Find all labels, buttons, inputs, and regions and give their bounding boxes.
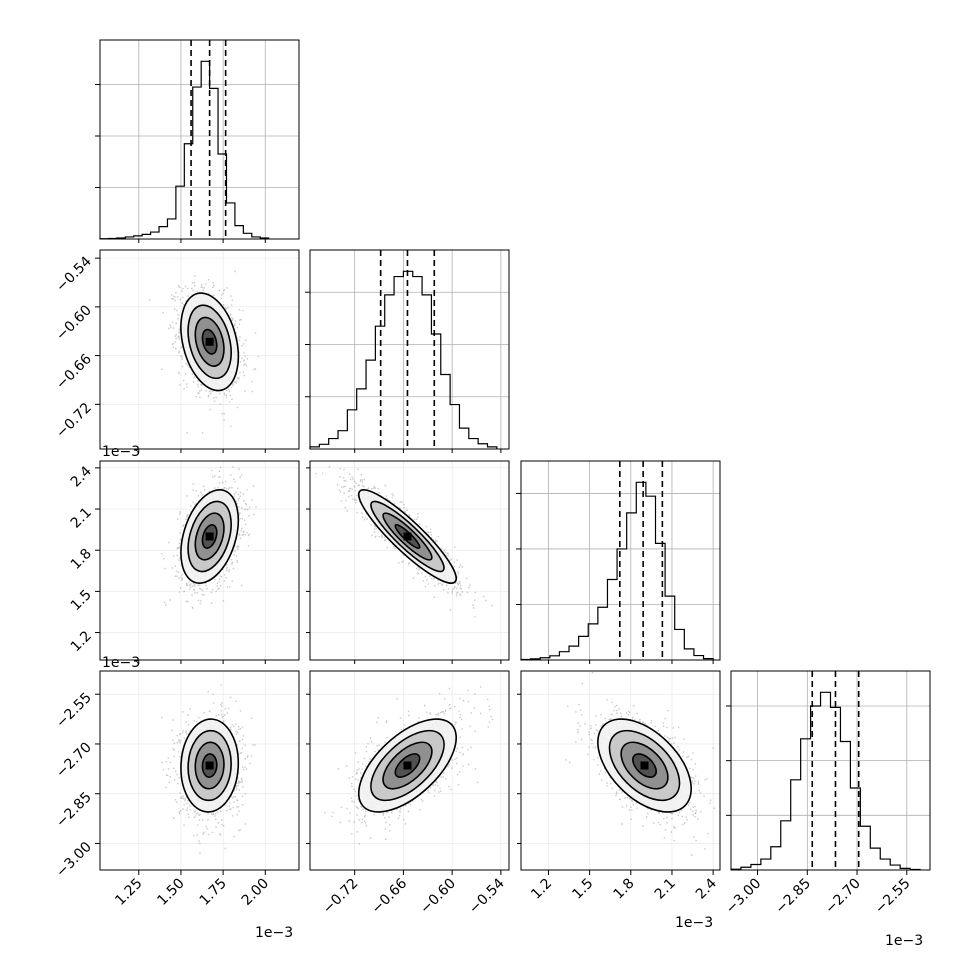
scatter-1-3-frame <box>309 670 510 871</box>
scatter-0-2-content <box>100 461 299 660</box>
xtick-label-0-0: 1.25 <box>112 876 145 909</box>
scatter-0-3-peak <box>205 761 214 770</box>
ytick-label-2-4: 2.4 <box>68 463 95 490</box>
xtick-label-1-3: −0.54 <box>466 875 508 917</box>
hist-0-frame <box>99 39 300 240</box>
xtick-label-3-2: −2.70 <box>822 876 864 918</box>
scatter-1-3-content <box>310 671 509 870</box>
ytick-label-3-3: −2.55 <box>53 690 95 732</box>
xtick-label-1-2: −0.60 <box>417 876 459 918</box>
scatter-panel-1-2 <box>309 460 510 661</box>
hist-2-frame <box>520 460 721 661</box>
xtick-label-3-0: −3.00 <box>723 876 765 918</box>
xtick-label-3-1: −2.85 <box>772 876 814 918</box>
ytick-label-2-2: 1.8 <box>68 546 95 573</box>
scatter-2-3-frame <box>520 670 721 871</box>
scatter-0-3-points <box>161 684 256 854</box>
scatter-1-2-frame <box>309 460 510 661</box>
hist-3-steps <box>730 691 921 871</box>
offset-label-y-1: 1e−3 <box>102 444 140 460</box>
xtick-label-2-1: 1.5 <box>569 876 596 903</box>
scatter-0-2-peak <box>205 532 214 541</box>
hist-2-steps <box>520 481 714 661</box>
ytick-label-1-0: −0.72 <box>53 400 95 442</box>
ytick-label-3-0: −3.00 <box>53 839 95 881</box>
scatter-panel-0-1 <box>99 249 300 450</box>
xtick-label-1-0: −0.72 <box>320 876 362 918</box>
histogram-panel-1 <box>305 249 510 450</box>
xtick-label-2-3: 2.1 <box>652 876 679 903</box>
xtick-label-0-2: 1.75 <box>197 876 230 909</box>
offset-label-x-2: 1e−3 <box>675 915 713 931</box>
xtick-label-0-3: 2.00 <box>239 876 272 909</box>
scatter-1-3-peak <box>403 761 412 770</box>
ytick-label-1-1: −0.66 <box>53 351 95 393</box>
scatter-1-2-peak <box>403 532 412 541</box>
ytick-label-2-3: 2.1 <box>68 505 95 532</box>
scatter-0-3-frame <box>99 670 300 871</box>
histogram-panel-0 <box>95 39 300 240</box>
scatter-0-2-frame <box>99 460 300 661</box>
scatter-panel-0-3 <box>99 670 300 871</box>
hist-1-frame <box>309 249 510 450</box>
ytick-label-1-2: −0.60 <box>53 302 95 344</box>
scatter-0-1-frame <box>99 249 300 450</box>
offset-label-y-2: 1e−3 <box>102 655 140 671</box>
ytick-label-2-1: 1.5 <box>68 587 95 614</box>
ytick-label-3-2: −2.70 <box>53 739 95 781</box>
xtick-label-2-4: 2.4 <box>693 875 720 902</box>
scatter-2-3-content <box>521 671 720 870</box>
xtick-label-2-2: 1.8 <box>611 876 638 903</box>
scatter-0-3-content <box>100 671 299 870</box>
hist-0-steps <box>99 60 270 240</box>
hist-3-frame <box>730 670 931 871</box>
scatter-1-2-content <box>310 461 509 660</box>
histogram-panel-3 <box>726 670 931 871</box>
scatter-2-3-peak <box>640 761 649 770</box>
offset-label-x-0: 1e−3 <box>255 925 293 941</box>
hist-1-steps <box>309 270 498 449</box>
ytick-label-1-3: −0.54 <box>53 254 95 296</box>
scatter-0-1-peak <box>205 337 214 346</box>
offset-label-x-3: 1e−3 <box>885 933 923 949</box>
xtick-label-0-1: 1.50 <box>154 876 187 909</box>
scatter-panel-2-3 <box>520 670 721 871</box>
histogram-panel-2 <box>516 460 721 661</box>
xtick-label-1-1: −0.66 <box>369 875 411 917</box>
scatter-0-1-content <box>100 250 299 449</box>
scatter-panel-0-2 <box>99 460 300 661</box>
xtick-label-2-0: 1.2 <box>528 876 555 903</box>
ytick-label-2-0: 1.2 <box>68 628 95 655</box>
ytick-label-3-1: −2.85 <box>53 789 95 831</box>
scatter-panel-1-3 <box>309 670 510 871</box>
xtick-label-3-3: −2.55 <box>872 876 914 918</box>
